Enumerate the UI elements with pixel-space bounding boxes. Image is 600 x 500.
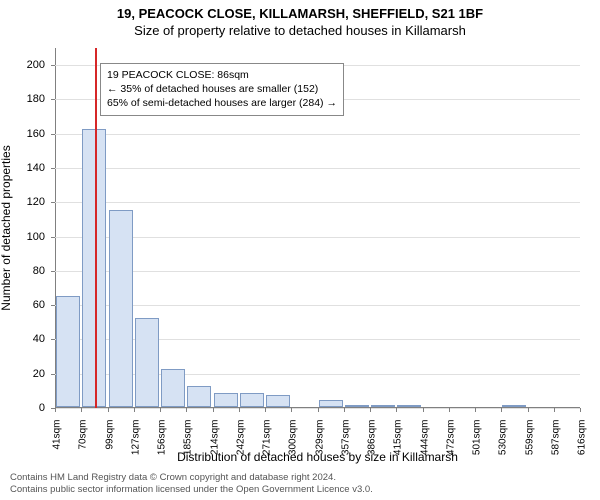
xtick xyxy=(160,408,161,412)
ytick xyxy=(51,237,55,238)
gridline-h xyxy=(55,168,580,169)
xtick xyxy=(318,408,319,412)
gridline-h xyxy=(55,134,580,135)
ytick-label: 40 xyxy=(15,333,45,345)
ytick xyxy=(51,99,55,100)
xtick-label: 70sqm xyxy=(78,420,89,470)
ytick-label: 120 xyxy=(15,196,45,208)
ytick-label: 80 xyxy=(15,265,45,277)
xtick xyxy=(580,408,581,412)
xtick xyxy=(554,408,555,412)
attribution-line-1: Contains HM Land Registry data © Crown c… xyxy=(10,472,373,484)
xtick-label: 300sqm xyxy=(288,420,299,470)
histogram-bar xyxy=(109,210,133,407)
xtick xyxy=(475,408,476,412)
histogram-bar xyxy=(161,369,185,407)
ytick xyxy=(51,271,55,272)
callout-line-1: 19 PEACOCK CLOSE: 86sqm xyxy=(107,68,337,82)
xtick-label: 156sqm xyxy=(157,420,168,470)
ytick xyxy=(51,65,55,66)
plot-outer: 02040608010012014016018020041sqm70sqm99s… xyxy=(55,48,580,408)
ytick xyxy=(51,305,55,306)
xtick-label: 587sqm xyxy=(550,420,561,470)
histogram-bar xyxy=(187,386,211,407)
marker-line xyxy=(95,48,97,408)
xtick xyxy=(291,408,292,412)
xtick xyxy=(134,408,135,412)
ytick xyxy=(51,374,55,375)
ytick xyxy=(51,168,55,169)
ytick-label: 140 xyxy=(15,162,45,174)
histogram-bar xyxy=(266,395,290,407)
ytick-label: 100 xyxy=(15,231,45,243)
callout-box: 19 PEACOCK CLOSE: 86sqm← 35% of detached… xyxy=(100,63,344,116)
xtick-label: 41sqm xyxy=(52,420,63,470)
xtick xyxy=(239,408,240,412)
xtick xyxy=(55,408,56,412)
histogram-bar xyxy=(502,405,526,407)
xtick xyxy=(265,408,266,412)
ytick-label: 180 xyxy=(15,93,45,105)
plot-area: 02040608010012014016018020041sqm70sqm99s… xyxy=(55,48,580,408)
ytick-label: 20 xyxy=(15,368,45,380)
ytick xyxy=(51,134,55,135)
ytick xyxy=(51,202,55,203)
xtick-label: 415sqm xyxy=(393,420,404,470)
gridline-h xyxy=(55,271,580,272)
histogram-bar xyxy=(214,393,238,407)
callout-line-2: ← 35% of detached houses are smaller (15… xyxy=(107,82,337,96)
histogram-bar xyxy=(397,405,421,407)
callout-line-3: 65% of semi-detached houses are larger (… xyxy=(107,96,337,110)
histogram-bar xyxy=(371,405,395,407)
xtick-label: 616sqm xyxy=(577,420,588,470)
xtick-label: 242sqm xyxy=(235,420,246,470)
xtick-label: 559sqm xyxy=(524,420,535,470)
xtick xyxy=(186,408,187,412)
gridline-h xyxy=(55,305,580,306)
xtick-label: 501sqm xyxy=(472,420,483,470)
gridline-h xyxy=(55,374,580,375)
histogram-bar xyxy=(345,405,369,407)
xtick-label: 99sqm xyxy=(104,420,115,470)
xtick xyxy=(449,408,450,412)
xtick-label: 530sqm xyxy=(498,420,509,470)
ytick-label: 200 xyxy=(15,59,45,71)
chart-container: 19, PEACOCK CLOSE, KILLAMARSH, SHEFFIELD… xyxy=(0,0,600,500)
ytick-label: 160 xyxy=(15,128,45,140)
ytick xyxy=(51,339,55,340)
histogram-bar xyxy=(319,400,343,407)
xtick xyxy=(108,408,109,412)
histogram-bar xyxy=(135,318,159,407)
xtick xyxy=(396,408,397,412)
gridline-h xyxy=(55,202,580,203)
xtick-label: 386sqm xyxy=(367,420,378,470)
xtick xyxy=(501,408,502,412)
chart-title-main: 19, PEACOCK CLOSE, KILLAMARSH, SHEFFIELD… xyxy=(0,0,600,21)
xtick-label: 357sqm xyxy=(340,420,351,470)
gridline-h xyxy=(55,339,580,340)
xtick-label: 444sqm xyxy=(419,420,430,470)
ytick-label: 0 xyxy=(15,402,45,414)
xtick-label: 271sqm xyxy=(262,420,273,470)
histogram-bar xyxy=(56,296,80,407)
xtick-label: 329sqm xyxy=(314,420,325,470)
xtick-label: 214sqm xyxy=(209,420,220,470)
attribution-line-2: Contains public sector information licen… xyxy=(10,484,373,496)
xtick-label: 185sqm xyxy=(183,420,194,470)
gridline-h xyxy=(55,237,580,238)
xtick xyxy=(370,408,371,412)
xtick-label: 472sqm xyxy=(445,420,456,470)
xtick-label: 127sqm xyxy=(130,420,141,470)
chart-title-sub: Size of property relative to detached ho… xyxy=(0,21,600,38)
xtick xyxy=(423,408,424,412)
histogram-bar xyxy=(240,393,264,407)
xtick xyxy=(213,408,214,412)
xtick xyxy=(81,408,82,412)
xtick xyxy=(344,408,345,412)
ytick-label: 60 xyxy=(15,299,45,311)
attribution-text: Contains HM Land Registry data © Crown c… xyxy=(10,472,373,496)
xtick xyxy=(528,408,529,412)
